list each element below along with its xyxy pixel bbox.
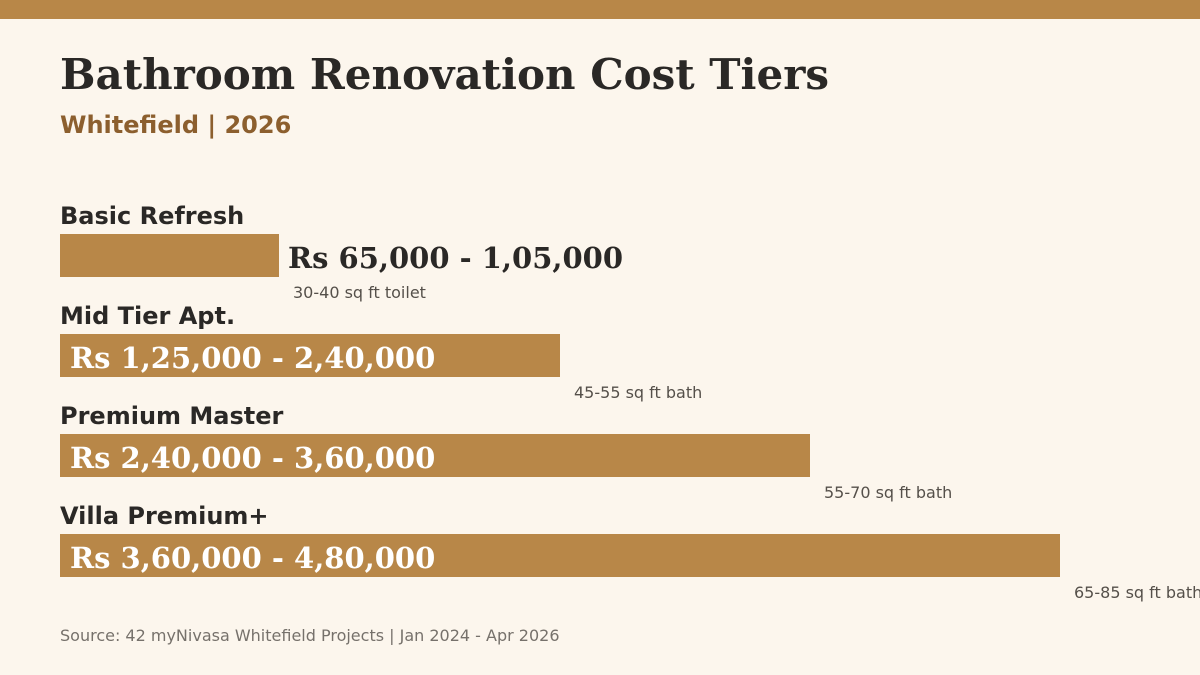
tier-label: Mid Tier Apt. xyxy=(60,302,236,330)
top-accent-band xyxy=(0,0,1200,19)
range-label: Rs 2,40,000 - 3,60,000 xyxy=(70,441,436,475)
tier-label: Basic Refresh xyxy=(60,202,245,230)
size-note: 30-40 sq ft toilet xyxy=(293,283,426,302)
range-label: Rs 65,000 - 1,05,000 xyxy=(288,241,624,275)
size-note: 65-85 sq ft bath xyxy=(1074,583,1200,602)
size-note: 55-70 sq ft bath xyxy=(824,483,953,502)
tier-bar xyxy=(60,434,810,477)
tier-bar xyxy=(60,334,560,377)
tier-label: Premium Master xyxy=(60,402,284,430)
chart-subtitle: Whitefield | 2026 xyxy=(60,111,292,139)
chart-title: Bathroom Renovation Cost Tiers xyxy=(60,50,830,99)
range-label: Rs 3,60,000 - 4,80,000 xyxy=(70,541,436,575)
range-label: Rs 1,25,000 - 2,40,000 xyxy=(70,341,436,375)
size-note: 45-55 sq ft bath xyxy=(574,383,703,402)
tier-bar xyxy=(60,234,279,277)
tier-label: Villa Premium+ xyxy=(60,502,269,530)
tier-bar xyxy=(60,534,1060,577)
source-note: Source: 42 myNivasa Whitefield Projects … xyxy=(60,626,560,645)
